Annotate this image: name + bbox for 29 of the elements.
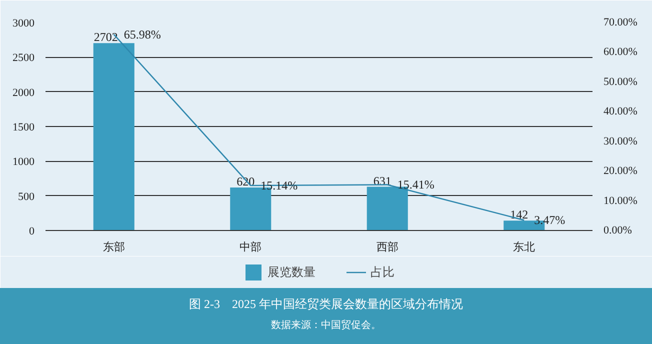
data-label: 15.41% [397, 178, 434, 192]
text: 图 2-3 2025 年中国经贸类展会数量的区域分布情况 [189, 296, 463, 313]
y-tick-label: 2500 [12, 52, 35, 64]
y2-tick-label: 40.00% [604, 106, 638, 118]
x-tick-label: 东部 [102, 240, 125, 254]
y-tick-label: 0 [29, 226, 35, 238]
y2-tick-label: 70.00% [604, 16, 638, 28]
data-label: 2702 [94, 30, 118, 44]
y-tick-label: 1000 [12, 156, 35, 168]
y2-tick-label: 20.00% [604, 165, 638, 178]
x-tick-label: 西部 [376, 240, 398, 254]
legend-label: 占比 [370, 264, 394, 280]
y-tick-label: 1500 [12, 122, 35, 134]
x-tick-label: 中部 [240, 240, 262, 254]
bar [93, 43, 134, 230]
data-label: 65.98% [124, 27, 161, 42]
y2-tick-label: 60.00% [604, 46, 638, 58]
y-tick-label: 500 [18, 190, 35, 203]
data-label: 142 [510, 208, 528, 222]
y-tick-label: 2000 [12, 86, 35, 99]
y2-tick-label: 0.00% [604, 224, 632, 236]
source-note: 数据来源：中国贸促会。 [270, 319, 382, 334]
legend-label: 展览数量 [268, 264, 316, 280]
y2-tick-label: 50.00% [604, 76, 638, 88]
x-tick-label: 东北 [513, 240, 536, 254]
y-tick-label: 3000 [12, 18, 35, 30]
y2-tick-label: 10.00% [604, 194, 638, 207]
data-label: 3.47% [534, 213, 566, 228]
y2-tick-label: 30.00% [604, 135, 638, 148]
